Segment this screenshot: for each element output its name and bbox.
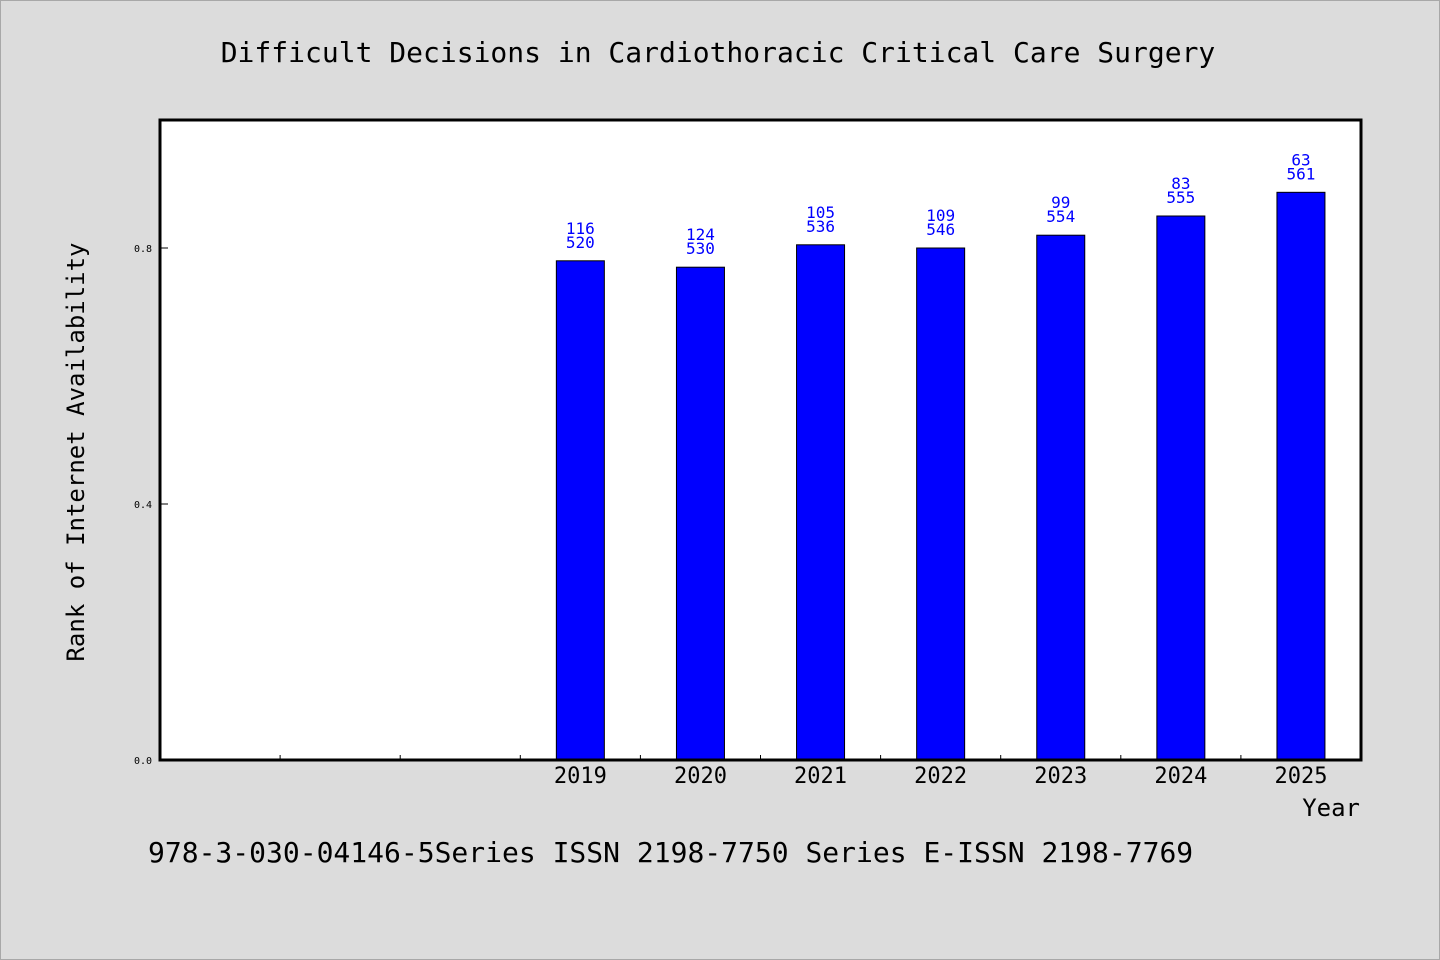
data-label-top-2025: 63: [1291, 150, 1310, 169]
data-label-bottom-2024: 555: [1166, 188, 1195, 207]
bar-2022: [916, 247, 966, 761]
x-tick-label-2022: 2022: [914, 764, 967, 789]
data-label-top-2023: 99: [1051, 193, 1070, 212]
data-label-top-2021: 105: [806, 203, 835, 222]
bar-2021: [796, 244, 846, 761]
y-tick-label-0.4: 0.4: [134, 500, 152, 511]
data-label-bottom-2022: 546: [926, 220, 955, 239]
data-label-top-2024: 83: [1171, 174, 1190, 193]
y-axis-title: Rank of Internet Availability: [62, 242, 90, 661]
x-tick-label-2024: 2024: [1154, 764, 1207, 789]
x-axis-title: Year: [1302, 794, 1360, 822]
bar-2025: [1276, 191, 1326, 761]
data-label-bottom-2025: 561: [1286, 164, 1315, 183]
bar-2020: [675, 266, 725, 761]
x-tick-label-2025: 2025: [1274, 764, 1327, 789]
isbn-issn-footer: 978-3-030-04146-5Series ISSN 2198-7750 S…: [148, 836, 1193, 869]
y-tick-label-0.8: 0.8: [134, 244, 152, 255]
x-axis-ticks: 2019 2020 2021 2022 2023 2024 2025: [279, 755, 1327, 789]
data-label-bottom-2020: 530: [686, 239, 715, 258]
y-tick-label-0.0: 0.0: [134, 756, 152, 767]
x-tick-label-2020: 2020: [674, 764, 727, 789]
bar-2019: [555, 260, 605, 761]
x-tick-label-2019: 2019: [554, 764, 607, 789]
data-label-top-2020: 124: [686, 225, 715, 244]
bar-2024: [1156, 215, 1206, 761]
data-label-bottom-2023: 554: [1046, 207, 1075, 226]
bar-series: [555, 191, 1326, 761]
x-tick-label-2021: 2021: [794, 764, 847, 789]
bar-2023: [1036, 234, 1086, 761]
plot-border: [158, 118, 1363, 762]
data-label-top-2022: 109: [926, 206, 955, 225]
data-label-bottom-2019: 520: [566, 233, 595, 252]
data-label-bottom-2021: 536: [806, 217, 835, 236]
chart-title: Difficult Decisions in Cardiothoracic Cr…: [221, 36, 1216, 69]
x-tick-label-2023: 2023: [1034, 764, 1087, 789]
data-label-top-2019: 116: [566, 219, 595, 238]
